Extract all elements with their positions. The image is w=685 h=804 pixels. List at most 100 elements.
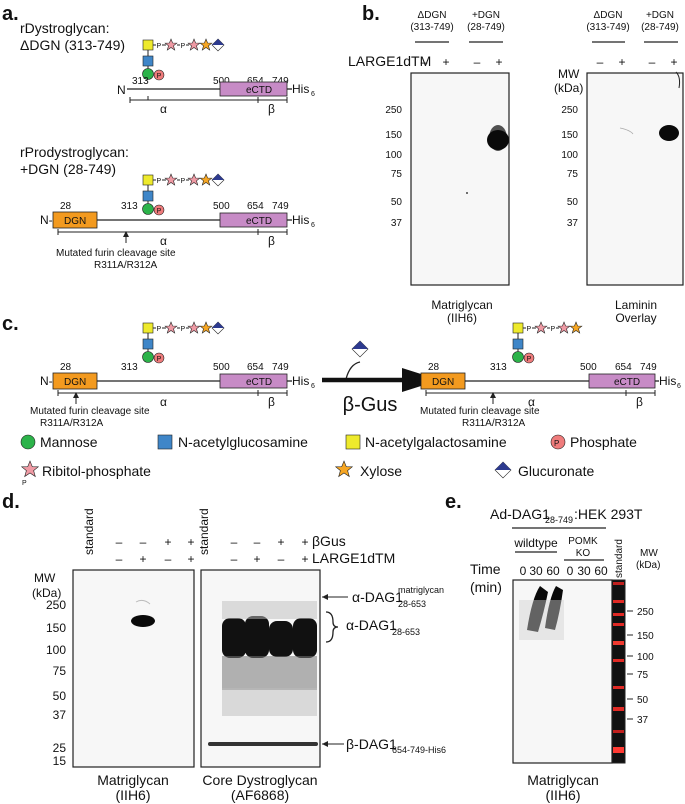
beta-gus-label: β-Gus	[343, 394, 398, 416]
svg-text:250: 250	[385, 105, 402, 116]
svg-text:+: +	[301, 535, 308, 549]
band-core-lane2	[245, 616, 269, 658]
svg-text:LARGE1dTM: LARGE1dTM	[348, 53, 431, 69]
svg-text:749: 749	[272, 362, 289, 373]
mw-markers-e: 250 150 100 75 50 37	[627, 607, 654, 726]
svg-text:β: β	[636, 395, 643, 409]
svg-text:+: +	[670, 55, 677, 69]
svg-text:0: 0	[567, 564, 574, 578]
svg-text:500: 500	[213, 362, 230, 373]
svg-text:–: –	[231, 535, 238, 549]
svg-text:+DGN: +DGN	[472, 10, 500, 21]
svg-text:His: His	[292, 82, 309, 96]
mw-markers-b2: 250 150 100 75 50 37	[561, 105, 578, 229]
construct-c-right: 28 313 500 654 749 N- DGN eCTD His 6 α β…	[408, 322, 681, 429]
svg-text:(kDa): (kDa)	[554, 81, 583, 95]
svg-text:(313-749): (313-749)	[586, 22, 629, 33]
svg-text:0: 0	[520, 564, 527, 578]
svg-text:60: 60	[594, 564, 608, 578]
svg-text:28: 28	[428, 362, 440, 373]
svg-text:75: 75	[391, 169, 403, 180]
svg-text:N-: N-	[408, 374, 421, 388]
svg-text:37: 37	[391, 218, 403, 229]
svg-text:28-653: 28-653	[392, 627, 420, 637]
svg-text:Overlay: Overlay	[615, 311, 656, 325]
svg-text:His: His	[659, 374, 676, 388]
glycan-chain-truncated-icon	[513, 322, 582, 333]
svg-text:250: 250	[46, 598, 66, 612]
svg-text:His: His	[292, 213, 309, 227]
svg-text:6: 6	[311, 91, 315, 98]
svg-text:654: 654	[247, 362, 264, 373]
svg-text:(IIH6): (IIH6)	[116, 787, 151, 803]
svg-text:37: 37	[53, 708, 67, 722]
panel-label-a: a.	[2, 3, 19, 25]
svg-text:150: 150	[46, 621, 66, 635]
svg-text:500: 500	[580, 362, 597, 373]
svg-text:N-acetylgalactosamine: N-acetylgalactosamine	[365, 434, 507, 450]
svg-text:N: N	[117, 83, 126, 97]
svg-text:ΔDGN: ΔDGN	[418, 10, 447, 21]
svg-text:(AF6868): (AF6868)	[231, 787, 289, 803]
svg-text:100: 100	[385, 150, 402, 161]
svg-text:28: 28	[60, 362, 72, 373]
svg-text:β-DAG1: β-DAG1	[346, 736, 397, 752]
core-glycan-icon	[513, 339, 535, 363]
svg-text:749: 749	[272, 201, 289, 212]
svg-text:75: 75	[53, 664, 67, 678]
panel-label-e: e.	[445, 491, 462, 513]
svg-text:100: 100	[561, 150, 578, 161]
svg-text:Laminin: Laminin	[615, 298, 657, 312]
svg-text:37: 37	[567, 218, 579, 229]
mw-markers-d: 250 150 100 75 50 37 25 15	[46, 598, 66, 768]
svg-text:Glucuronate: Glucuronate	[518, 463, 594, 479]
svg-text:–: –	[254, 535, 261, 549]
svg-text:+: +	[277, 535, 284, 549]
svg-text:LARGE1dTM: LARGE1dTM	[312, 550, 395, 566]
blot-d-matriglycan: Matriglycan (IIH6)	[73, 570, 194, 803]
svg-text:Mutated furin cleavage site: Mutated furin cleavage site	[30, 406, 150, 417]
svg-text:Ribitol-phosphate: Ribitol-phosphate	[42, 463, 151, 479]
svg-text:eCTD: eCTD	[246, 216, 272, 227]
svg-text:DGN: DGN	[64, 377, 86, 388]
svg-text:50: 50	[567, 197, 579, 208]
galnac-icon	[346, 435, 360, 449]
glycan-chain-icon	[143, 39, 224, 51]
svg-text:(IIH6): (IIH6)	[447, 311, 477, 325]
svg-text:DGN: DGN	[432, 377, 454, 388]
svg-text:Matriglycan: Matriglycan	[527, 772, 599, 788]
svg-text:ΔDGN: ΔDGN	[594, 10, 623, 21]
svg-text:Core Dystroglycan: Core Dystroglycan	[202, 772, 317, 788]
mw-markers-b1: 250 150 100 75 50 37	[385, 105, 402, 229]
svg-text:+: +	[139, 552, 146, 566]
svg-text:MW: MW	[34, 571, 56, 585]
blot-b-matriglycan: 250 150 100 75 50 37 Matriglycan (IIH6)	[385, 73, 509, 325]
construct1-name: rDystroglycan:	[20, 20, 109, 36]
svg-text:15: 15	[53, 754, 67, 768]
glycan-chain-icon	[143, 322, 224, 334]
svg-text:+: +	[253, 552, 260, 566]
construct-ddgn: rDystroglycan: ΔDGN (313-749) 313 500 65…	[20, 20, 315, 116]
svg-text:–: –	[474, 55, 481, 69]
svg-text:(kDa): (kDa)	[636, 560, 660, 571]
svg-text:N-: N-	[40, 213, 53, 227]
svg-text:Matriglycan: Matriglycan	[97, 772, 169, 788]
panel-b-header: ΔDGN (313-749) +DGN (28-749) LARGE1dTM –…	[348, 10, 679, 69]
svg-text:eCTD: eCTD	[246, 377, 272, 388]
svg-text:–: –	[231, 552, 238, 566]
svg-text:R311A/R312A: R311A/R312A	[40, 418, 104, 429]
svg-text:150: 150	[637, 631, 654, 642]
svg-text:–: –	[597, 55, 604, 69]
band-laminin	[659, 125, 679, 141]
svg-text:654: 654	[247, 201, 264, 212]
svg-text:654: 654	[615, 362, 632, 373]
svg-text:25: 25	[53, 741, 67, 755]
svg-text:(min): (min)	[470, 579, 502, 595]
svg-text:–: –	[649, 55, 656, 69]
svg-text:MW: MW	[558, 67, 580, 81]
svg-text:60: 60	[546, 564, 560, 578]
panel-label-d: d.	[2, 491, 20, 513]
svg-text:N-acetylglucosamine: N-acetylglucosamine	[178, 434, 308, 450]
svg-text:wildtype: wildtype	[513, 536, 558, 550]
